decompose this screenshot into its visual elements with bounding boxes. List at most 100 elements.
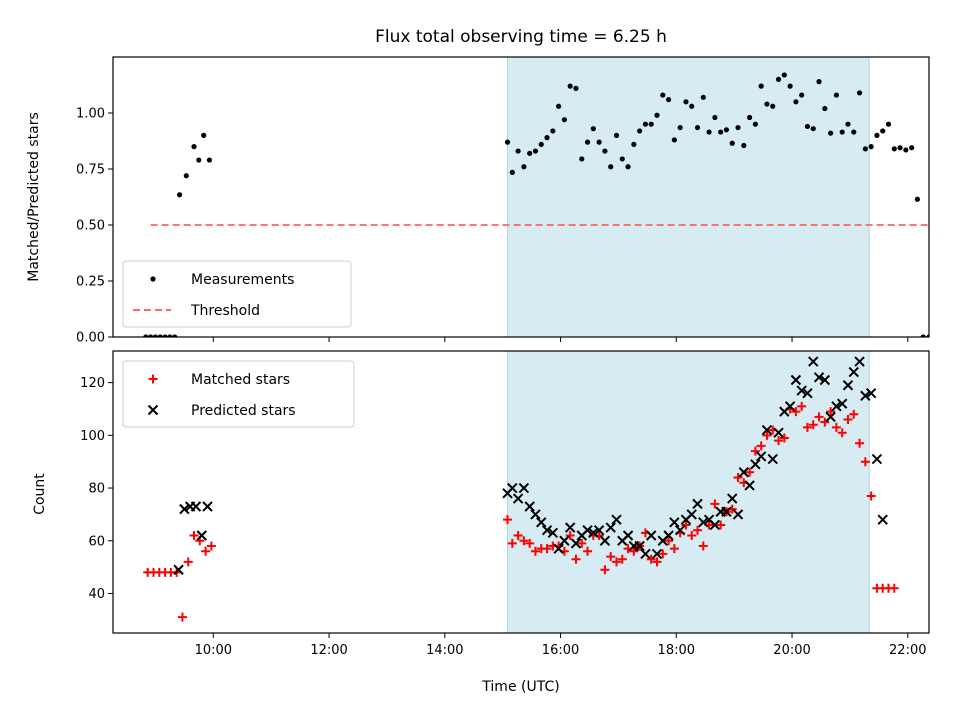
measurements-point	[671, 137, 677, 143]
measurements-point	[874, 132, 880, 138]
measurements-point	[625, 164, 631, 170]
legend: Matched stars Predicted stars	[122, 360, 355, 428]
measurements-point	[642, 121, 649, 127]
matched-stars-point	[716, 520, 726, 530]
measurements-point	[527, 150, 533, 156]
y-tick-label: 0.75	[76, 163, 105, 178]
legend-box	[122, 260, 352, 328]
predicted-stars-point	[622, 530, 634, 541]
measurements-point	[770, 103, 776, 109]
measurements-point	[903, 147, 909, 153]
predicted-stars-point	[190, 501, 202, 512]
measurements-point	[201, 132, 207, 138]
measurements-point	[828, 130, 834, 136]
predicted-stars-point	[582, 525, 593, 536]
matched-stars-point	[617, 554, 627, 564]
bottom-panel: 40 60 80 100 120 10:00 12:00 14:00 16:00 18:00 20:…	[80, 350, 930, 658]
y-tick-label: 100	[80, 429, 105, 444]
measurements-point	[764, 101, 770, 107]
matched-stars-point	[206, 541, 216, 551]
legend-box	[122, 360, 355, 428]
y-tick-label: 1.00	[76, 107, 105, 122]
predicted-stars-point	[512, 493, 524, 504]
predicted-stars-point	[698, 517, 709, 528]
predicted-stars-point	[669, 517, 680, 528]
matched-stars-point	[583, 546, 593, 556]
matched-stars-point	[866, 491, 876, 501]
y-tick-label: 0.00	[76, 331, 105, 346]
measurements-point	[143, 334, 149, 337]
measurements-point	[891, 146, 897, 152]
observing-window	[506, 56, 870, 338]
predicted-stars-point	[721, 506, 732, 517]
matched-stars-point	[629, 546, 639, 556]
matched-stars-point	[525, 538, 535, 548]
measurements-point	[660, 92, 666, 98]
matched-stars-point	[513, 530, 523, 540]
measurements-point	[183, 173, 189, 179]
measurements-point	[833, 92, 840, 98]
measurements-point	[665, 96, 672, 103]
chart-title: Flux total observing time = 6.25 h	[375, 27, 667, 47]
measurements-point	[845, 121, 851, 127]
matched-stars-point	[843, 415, 853, 425]
measurements-point	[683, 99, 689, 105]
measurements-point	[206, 157, 213, 163]
matched-stars-point	[733, 473, 743, 483]
predicted-stars-point	[547, 527, 559, 539]
measurements-point	[816, 79, 822, 85]
matched-stars-point	[565, 530, 575, 540]
x-tick-label: 22:00	[889, 643, 926, 658]
measurements-point	[567, 83, 573, 89]
predicted-stars-point	[842, 380, 854, 391]
matched-stars-point	[855, 438, 865, 448]
predicted-stars-point	[692, 498, 703, 510]
predicted-stars-point	[593, 525, 605, 536]
predicted-stars-point	[813, 372, 825, 383]
y-tick-label: 80	[88, 482, 105, 497]
measurements-point	[799, 92, 805, 98]
predicted-stars-point	[541, 525, 553, 536]
predicted-stars-point	[750, 459, 761, 470]
predicted-stars-point	[808, 356, 819, 367]
measurements-point	[885, 121, 892, 127]
measurements-point	[654, 112, 660, 118]
measurements-point	[718, 129, 724, 135]
matched-stars-point	[756, 441, 766, 451]
matched-stars-point	[808, 420, 818, 430]
matched-stars-point	[860, 457, 870, 467]
measurements-point	[758, 83, 764, 89]
matched-stars-point	[791, 407, 801, 417]
plot-frame	[112, 56, 930, 338]
predicted-stars-point	[553, 543, 564, 554]
matched-stars-point	[774, 436, 784, 446]
measurements-point	[920, 334, 926, 337]
measurements-point	[631, 141, 637, 147]
matched-stars-point	[669, 544, 679, 554]
matched-stars-point	[507, 538, 517, 548]
predicted-stars-point	[651, 548, 663, 560]
matched-stars-point	[889, 583, 899, 593]
matched-stars-point	[530, 546, 540, 556]
predicted-stars-point	[674, 525, 686, 536]
measurements-point	[504, 139, 511, 145]
predicted-stars-point	[784, 401, 796, 412]
measurements-point	[579, 156, 585, 162]
measurements-point	[775, 76, 782, 82]
measurements-point	[793, 99, 799, 105]
matched-stars-point	[600, 565, 610, 575]
top-y-axis-label: Matched/Predicted stars	[26, 112, 42, 282]
x-tick-label: 20:00	[773, 643, 810, 658]
predicted-stars-point	[196, 530, 207, 541]
predicted-stars-point	[179, 503, 190, 515]
top-panel: 0.00 0.25 0.50 0.75 1.00 Measurements Threshol…	[76, 56, 930, 346]
y-tick-label: 60	[88, 534, 105, 549]
measurements-point	[573, 85, 579, 91]
y-tick-label: 40	[88, 587, 105, 602]
measurements-point	[706, 129, 712, 135]
predicted-stars-point	[790, 374, 802, 386]
matched-stars-point	[606, 552, 616, 562]
y-tick-label: 0.50	[76, 219, 105, 234]
predicted-stars-point	[865, 387, 877, 399]
measurements-point	[532, 148, 539, 154]
